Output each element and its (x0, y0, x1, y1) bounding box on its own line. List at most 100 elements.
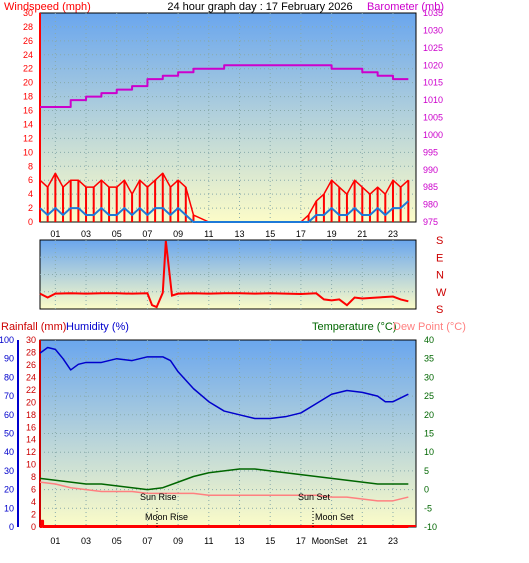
top-x-tick-label: 07 (142, 229, 152, 239)
bottom-x-tick-label: 21 (357, 536, 367, 546)
moonset-x-tick-label: MoonSet (312, 536, 349, 546)
rain-tick-label: 22 (26, 385, 36, 395)
rain-tick-label: 14 (26, 435, 36, 445)
rain-tick-label: 10 (26, 460, 36, 470)
temp-tick-label: 25 (424, 391, 434, 401)
rain-tick-label: 2 (31, 510, 36, 520)
dewpoint-axis-title: Dew Point (°C) (393, 321, 466, 333)
temp-tick-label: 0 (424, 485, 429, 495)
wind-tick-label: 22 (23, 64, 33, 74)
temp-tick-label: 15 (424, 429, 434, 439)
sun-rise-label: Sun Rise (140, 492, 177, 502)
wind-tick-label: 12 (23, 133, 33, 143)
rain-tick-label: 12 (26, 447, 36, 457)
bottom-x-tick-label: 09 (173, 536, 183, 546)
chart-title: 24 hour graph day : 17 February 2026 (167, 1, 352, 13)
temp-tick-label: 30 (424, 372, 434, 382)
bottom-x-tick-label: 11 (204, 536, 213, 546)
humidity-tick-label: 40 (4, 447, 14, 457)
baro-tick-label: 1000 (423, 130, 443, 140)
temperature-line (39, 468, 409, 491)
humidity-tick-label: 30 (4, 466, 14, 476)
humidity-tick-label: 70 (4, 391, 14, 401)
direction-tick-label: S (436, 235, 443, 247)
dewpoint-line (39, 481, 409, 502)
bottom-x-tick-label: 07 (142, 536, 152, 546)
humidity-tick-label: 100 (0, 335, 14, 345)
temp-tick-label: 35 (424, 354, 434, 364)
top-x-tick-label: 01 (50, 229, 60, 239)
top-x-tick-label: 13 (235, 229, 245, 239)
wind-tick-label: 30 (23, 8, 33, 18)
baro-tick-label: 995 (423, 147, 438, 157)
rain-tick-label: 20 (26, 397, 36, 407)
baro-tick-label: 1015 (423, 78, 443, 88)
temp-tick-label: 20 (424, 410, 434, 420)
baro-tick-label: 975 (423, 217, 438, 227)
top-x-tick-label: 23 (388, 229, 398, 239)
top-x-tick-label: 09 (173, 229, 183, 239)
temp-tick-label: -5 (424, 503, 432, 513)
wind-tick-label: 8 (28, 161, 33, 171)
baro-tick-label: 1035 (423, 8, 443, 18)
top-x-tick-label: 05 (112, 229, 122, 239)
bottom-x-tick-label: 01 (50, 536, 60, 546)
windspeed-line (39, 172, 409, 223)
wind-tick-label: 16 (23, 106, 33, 116)
bottom-x-tick-label: 23 (388, 536, 398, 546)
barometer-line (40, 64, 409, 109)
baro-tick-label: 1030 (423, 25, 443, 35)
direction-tick-label: E (436, 252, 443, 264)
wind-tick-label: 6 (28, 175, 33, 185)
wind-tick-label: 0 (28, 217, 33, 227)
wind-tick-label: 26 (23, 36, 33, 46)
wind-tick-label: 24 (23, 50, 33, 60)
rain-tick-label: 30 (26, 335, 36, 345)
windspeed-axis-title: Windspeed (mph) (4, 1, 91, 13)
temperature-axis-title: Temperature (°C) (312, 321, 396, 333)
temp-tick-label: 5 (424, 466, 429, 476)
top-x-tick-label: 21 (357, 229, 367, 239)
baro-tick-label: 1020 (423, 60, 443, 70)
rain-tick-label: 18 (26, 410, 36, 420)
humidity-tick-label: 80 (4, 372, 14, 382)
rain-tick-label: 28 (26, 347, 36, 357)
bottom-x-tick-label: 03 (81, 536, 91, 546)
temp-tick-label: 10 (424, 447, 434, 457)
baro-tick-label: 980 (423, 200, 438, 210)
humidity-tick-label: 20 (4, 485, 14, 495)
humidity-tick-label: 90 (4, 354, 14, 364)
bottom-x-tick-label: 13 (235, 536, 245, 546)
baro-tick-label: 1010 (423, 95, 443, 105)
top-x-tick-label: 17 (296, 229, 306, 239)
sun-set-label: Sun Set (298, 492, 331, 502)
humidity-tick-label: 60 (4, 410, 14, 420)
humidity-tick-label: 50 (4, 429, 14, 439)
rain-tick-label: 16 (26, 422, 36, 432)
top-x-tick-label: 11 (204, 229, 213, 239)
baro-tick-label: 1005 (423, 113, 443, 123)
temp-tick-label: 40 (424, 335, 434, 345)
top-plot-area (39, 12, 417, 223)
moon-set-label: Moon Set (315, 512, 354, 522)
top-x-tick-label: 03 (81, 229, 91, 239)
rain-tick-label: 24 (26, 372, 36, 382)
barometer-axis-title: Barometer (mb) (367, 1, 444, 13)
baro-tick-label: 990 (423, 165, 438, 175)
bottom-x-tick-label: 15 (265, 536, 275, 546)
top-x-tick-label: 19 (327, 229, 337, 239)
direction-tick-label: S (436, 304, 443, 316)
wind-gust-line (39, 200, 409, 223)
wind-tick-label: 18 (23, 92, 33, 102)
wind-tick-label: 28 (23, 22, 33, 32)
rain-tick-label: 4 (31, 497, 36, 507)
wind-tick-label: 20 (23, 78, 33, 88)
rain-tick-label: 26 (26, 360, 36, 370)
rain-tick-label: 0 (31, 522, 36, 532)
rain-tick-label: 8 (31, 472, 36, 482)
moon-rise-label: Moon Rise (145, 512, 188, 522)
rain-tick-label: 6 (31, 485, 36, 495)
rainfall-axis-title: Rainfall (mm) (1, 321, 66, 333)
bottom-x-tick-label: 17 (296, 536, 306, 546)
wind-direction-line (39, 240, 409, 309)
